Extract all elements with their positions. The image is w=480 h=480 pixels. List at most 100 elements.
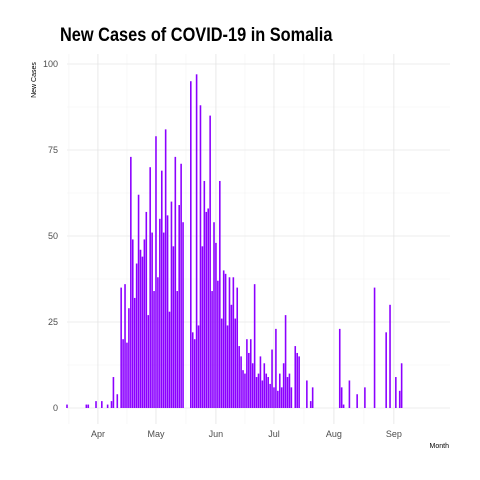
bar [213, 222, 215, 408]
bar [178, 205, 180, 408]
bar [395, 377, 397, 408]
bar [209, 115, 211, 408]
bar [147, 315, 150, 408]
bars [66, 74, 403, 409]
y-tick-label: 100 [43, 59, 58, 69]
bar [278, 373, 281, 408]
x-tick-label: Apr [91, 429, 105, 439]
y-tick-labels: 0 25 50 75 100 [43, 59, 58, 413]
bar [228, 277, 231, 408]
bar [226, 325, 229, 408]
bar [342, 404, 345, 408]
bar [95, 401, 97, 408]
bar [220, 318, 223, 408]
bar [193, 339, 196, 408]
bar [201, 246, 204, 408]
bar [230, 304, 233, 408]
bar [135, 263, 138, 408]
bar [298, 356, 300, 408]
bar [290, 387, 293, 408]
bar [284, 315, 287, 408]
bar [263, 363, 266, 408]
bar [199, 105, 202, 408]
x-tick-label: Jul [268, 429, 280, 439]
bar [373, 287, 376, 408]
bar [311, 387, 314, 408]
bar [277, 390, 279, 408]
bar [222, 270, 225, 408]
bar [141, 256, 144, 408]
bar [236, 287, 239, 408]
bar [155, 136, 157, 409]
bar [172, 246, 175, 408]
bar [190, 81, 192, 408]
bar [257, 373, 260, 408]
bar [400, 363, 403, 408]
bar [242, 370, 244, 408]
bar [240, 356, 242, 408]
bar [122, 339, 124, 408]
bar [149, 167, 151, 408]
bar [197, 325, 200, 408]
x-tick-label: Aug [326, 429, 342, 439]
bar [288, 373, 291, 408]
bar [180, 163, 182, 408]
bar [101, 401, 103, 408]
bar [145, 211, 148, 408]
bar [205, 211, 208, 408]
x-tick-label: Jun [209, 429, 224, 439]
bar [176, 291, 179, 408]
bar [112, 377, 115, 408]
bar [157, 277, 159, 408]
bar [271, 349, 273, 408]
bar [248, 352, 250, 408]
bar [168, 311, 171, 408]
x-axis-label: Month [430, 443, 450, 450]
bar [159, 218, 161, 408]
bar [249, 339, 252, 408]
y-tick-label: 25 [48, 317, 58, 327]
bar [139, 249, 142, 408]
bar [261, 380, 264, 408]
bar [195, 74, 198, 408]
bar [143, 239, 146, 408]
bar [191, 332, 194, 408]
bar [267, 377, 269, 408]
bar [124, 284, 126, 408]
bar [269, 383, 271, 408]
bar [253, 284, 256, 408]
bar [244, 373, 246, 408]
y-tick-label: 75 [48, 145, 58, 155]
bar [153, 291, 155, 408]
bar [219, 180, 221, 408]
bar [273, 387, 275, 408]
bar [348, 380, 351, 408]
bar [133, 297, 136, 408]
bar [151, 232, 153, 408]
bar [306, 380, 308, 408]
bar [286, 377, 289, 408]
bar [364, 387, 366, 408]
bar [215, 242, 217, 408]
bar [120, 287, 122, 408]
bar [389, 304, 391, 408]
bar [128, 308, 130, 408]
bar [160, 170, 163, 408]
bar [356, 394, 358, 408]
bar [164, 129, 167, 409]
bar [110, 401, 113, 408]
bar [255, 377, 258, 408]
y-tick-label: 0 [53, 403, 58, 413]
bar [87, 404, 90, 408]
bar [280, 387, 283, 408]
bar [217, 280, 219, 408]
bar [251, 363, 254, 408]
bar [170, 201, 173, 408]
x-tick-labels: Apr May Jun Jul Aug Sep [91, 429, 402, 439]
bar [282, 363, 285, 408]
bar [106, 404, 109, 408]
bar [340, 387, 343, 408]
bar [385, 332, 387, 408]
bar [398, 390, 401, 408]
